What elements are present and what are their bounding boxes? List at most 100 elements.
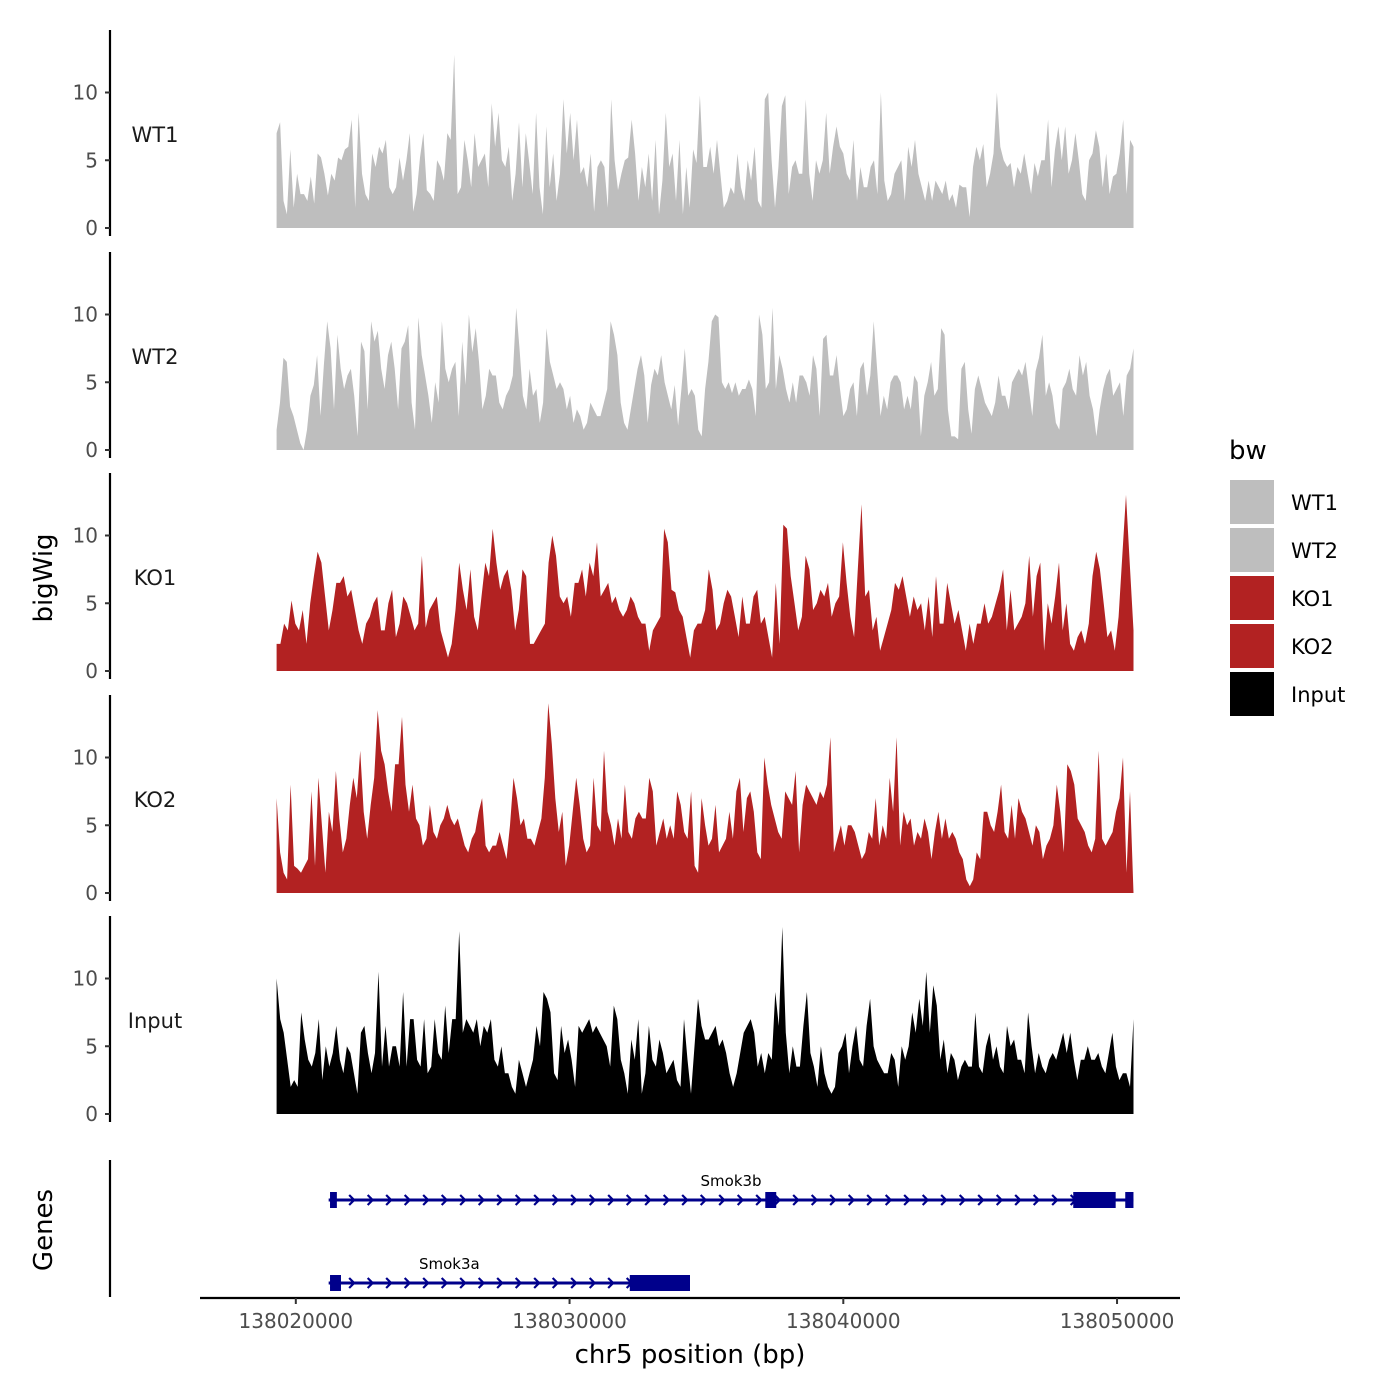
strand-arrow: [681, 1194, 689, 1206]
y-tick-label: 10: [73, 303, 98, 327]
strand-arrow: [644, 1194, 652, 1206]
legend-label: Input: [1291, 683, 1345, 707]
legend-item-input: Input: [1230, 672, 1345, 716]
coverage-area-wt2: [276, 307, 1134, 450]
strand-arrow: [514, 1194, 523, 1206]
strand-arrow: [718, 1194, 726, 1206]
strand-arrow: [847, 1194, 856, 1206]
strand-arrow: [755, 1194, 763, 1206]
strand-arrow: [662, 1194, 671, 1206]
exon: [629, 1275, 690, 1291]
legend-item-ko1: KO1: [1230, 576, 1334, 620]
track-label: WT2: [132, 345, 179, 369]
gene-track: Smok3b Smok3a: [108, 1160, 1134, 1297]
gene-label: Smok3a: [419, 1255, 480, 1273]
strand-arrow: [829, 1194, 837, 1206]
strand-arrow: [477, 1277, 486, 1289]
y-tick-label: 0: [85, 881, 98, 905]
track-ko2: 0 5 10 KO2: [73, 695, 1134, 905]
strand-arrow: [958, 1194, 967, 1206]
strand-arrow: [366, 1277, 375, 1289]
y-tick-label: 0: [85, 1102, 98, 1126]
strand-arrow: [459, 1194, 467, 1206]
strand-arrow: [903, 1194, 911, 1206]
strand-arrow: [477, 1194, 486, 1206]
gene-label: Smok3b: [701, 1172, 762, 1190]
track-ko1: 0 5 10 KO1: [73, 473, 1134, 683]
x-tick-label: 138050000: [1060, 1309, 1175, 1333]
strand-arrow: [422, 1277, 430, 1289]
strand-arrow: [385, 1277, 393, 1289]
strand-arrow: [977, 1194, 985, 1206]
strand-arrow: [496, 1194, 504, 1206]
y-tick-label: 10: [73, 967, 98, 991]
strand-arrow: [551, 1277, 560, 1289]
strand-arrow: [607, 1194, 615, 1206]
strand-arrow: [440, 1194, 449, 1206]
track-label: KO2: [134, 788, 177, 812]
strand-arrow: [736, 1194, 745, 1206]
genes-axis-title: Genes: [29, 1189, 59, 1271]
track-wt1: 0 5 10 WT1: [73, 30, 1134, 240]
legend-swatch: [1230, 672, 1274, 716]
legend-item-wt2: WT2: [1230, 528, 1338, 572]
legend-item-wt1: WT1: [1230, 480, 1338, 524]
track-wt2: 0 5 10 WT2: [73, 252, 1134, 462]
strand-arrow: [1014, 1194, 1022, 1206]
strand-arrow: [496, 1277, 504, 1289]
legend-item-ko2: KO2: [1230, 624, 1334, 668]
strand-arrow: [607, 1277, 615, 1289]
gene-smok3b: Smok3b: [328, 1172, 1134, 1208]
y-tick-label: 5: [85, 813, 98, 837]
legend-label: WT2: [1291, 539, 1338, 563]
legend-label: WT1: [1291, 491, 1338, 515]
track-input: 0 5 10 Input: [73, 916, 1134, 1126]
legend: bw WT1 WT2 KO1 KO2 Input: [1229, 436, 1345, 716]
y-tick-label: 0: [85, 438, 98, 462]
strand-arrow: [588, 1277, 597, 1289]
x-tick-label: 138020000: [239, 1309, 354, 1333]
y-axis-title: bigWig: [29, 533, 59, 622]
bigwig-tracks: 0 5 10 WT1 0 5 10 WT2 0 5 10 KO1 0 5 10 KO2 0 5 10 Input: [73, 30, 1134, 1126]
strand-arrow: [866, 1194, 874, 1206]
strand-arrow: [385, 1194, 393, 1206]
strand-arrow: [625, 1194, 634, 1206]
strand-arrow: [459, 1277, 467, 1289]
legend-title: bw: [1229, 436, 1267, 466]
track-label: WT1: [132, 123, 179, 147]
strand-arrow: [514, 1277, 523, 1289]
legend-swatch: [1230, 480, 1274, 524]
legend-swatch: [1230, 576, 1274, 620]
strand-arrow: [995, 1194, 1004, 1206]
y-tick-label: 10: [73, 524, 98, 548]
strand-arrow: [403, 1194, 412, 1206]
strand-arrow: [570, 1277, 578, 1289]
strand-arrow: [884, 1194, 893, 1206]
y-tick-label: 5: [85, 370, 98, 394]
strand-arrow: [366, 1194, 375, 1206]
legend-label: KO2: [1291, 635, 1334, 659]
exon: [330, 1275, 341, 1291]
legend-swatch: [1230, 528, 1274, 572]
strand-arrow: [348, 1277, 356, 1289]
exon: [1073, 1192, 1116, 1208]
strand-arrow: [348, 1194, 356, 1206]
y-tick-label: 0: [85, 659, 98, 683]
strand-arrow: [440, 1277, 449, 1289]
legend-swatch: [1230, 624, 1274, 668]
strand-arrow: [921, 1194, 930, 1206]
y-tick-label: 10: [73, 746, 98, 770]
coverage-area-input: [276, 927, 1134, 1114]
strand-arrow: [1032, 1194, 1041, 1206]
strand-arrow: [551, 1194, 560, 1206]
strand-arrow: [403, 1277, 412, 1289]
strand-arrow: [588, 1194, 597, 1206]
y-tick-label: 5: [85, 591, 98, 615]
coverage-area-ko1: [276, 494, 1134, 671]
strand-arrow: [699, 1194, 708, 1206]
x-tick-label: 138040000: [786, 1309, 901, 1333]
y-tick-label: 0: [85, 216, 98, 240]
y-tick-label: 5: [85, 148, 98, 172]
strand-arrow: [570, 1194, 578, 1206]
